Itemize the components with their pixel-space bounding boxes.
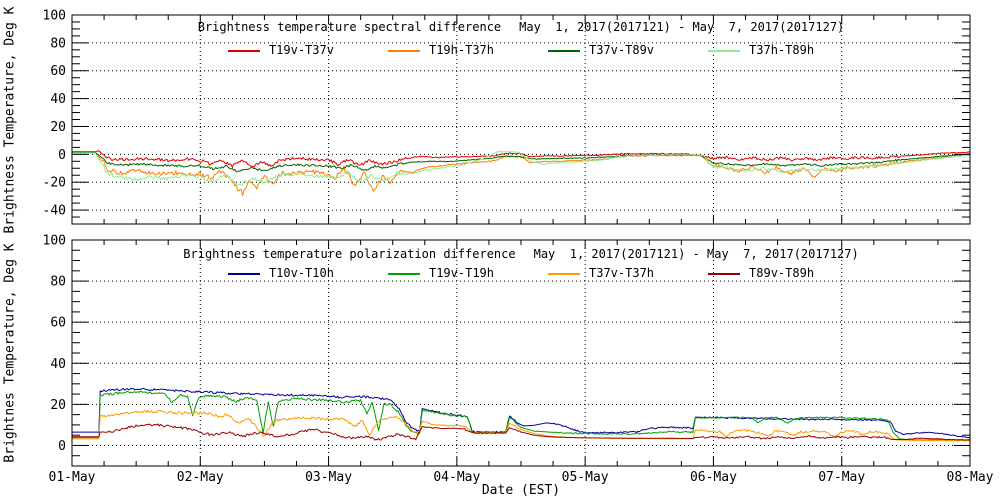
- legend-item-label: T19v-T37v: [268, 43, 334, 57]
- series-line-T10v-T10h: [72, 387, 970, 439]
- legend-line-swatch: [227, 272, 260, 275]
- y-tick-label: 0: [58, 148, 66, 163]
- legend-line-swatch: [708, 272, 741, 275]
- chart2-title-row: Brightness temperature polarization diff…: [72, 247, 970, 261]
- y-tick-label: 40: [50, 92, 66, 107]
- plot-frame: [71, 239, 971, 467]
- x-axis-label: Date (EST): [481, 483, 561, 498]
- chart2-date-range: May 1, 2017(2017121) - May 7, 2017(20171…: [533, 247, 859, 261]
- series-group: [72, 150, 970, 196]
- legend-item: T37h-T89h: [708, 43, 814, 58]
- chart2-title: Brightness temperature polarization diff…: [183, 247, 516, 261]
- legend-item: T19v-T19h: [387, 266, 494, 281]
- legend-item-label: T19h-T37h: [428, 43, 494, 57]
- chart2-y-axis-label: Brightnes Temperature, Deg K: [2, 243, 18, 463]
- y-tick-label: -40: [43, 204, 66, 219]
- legend-line-swatch: [708, 49, 741, 52]
- chart1-title: Brightness temperature spectral differen…: [197, 20, 502, 34]
- series-line-T19v-T37v: [72, 150, 970, 168]
- legend-item-label: T89v-T89h: [749, 266, 815, 280]
- x-tick-label: 04-May: [433, 470, 480, 485]
- y-tick-label: 100: [43, 234, 66, 249]
- chart1-date-range: May 1, 2017(2017121) - May 7, 2017(20171…: [519, 20, 845, 34]
- chart1-title-row: Brightness temperature spectral differen…: [72, 20, 970, 34]
- x-tick-label: 03-May: [305, 470, 352, 485]
- series-line-T89v-T89h: [72, 423, 970, 441]
- chart1-y-axis-label: Brightness Temperature, Deg K: [2, 6, 18, 234]
- y-tick-label: 80: [50, 275, 66, 290]
- y-tick-label: 0: [58, 439, 66, 454]
- plot-frame: [71, 14, 971, 225]
- legend-item: T37v-T89v: [548, 43, 654, 58]
- series-group: [72, 387, 970, 442]
- series-line-T37v-T89v: [72, 151, 970, 173]
- x-tick-label: 05-May: [562, 470, 609, 485]
- series-line-T19v-T19h: [72, 390, 970, 441]
- legend-line-swatch: [387, 272, 420, 275]
- x-tick-label: 06-May: [690, 470, 737, 485]
- series-line-T19h-T37h: [72, 152, 970, 196]
- legend-item-label: T10v-T10h: [268, 266, 334, 280]
- legend-item-label: T37v-T89v: [589, 43, 655, 57]
- legend-item: T37v-T37h: [548, 266, 654, 281]
- y-tick-label: 20: [50, 398, 66, 413]
- x-tick-label: 08-May: [947, 470, 994, 485]
- series-line-T37h-T89h: [72, 151, 970, 187]
- y-tick-label: 80: [50, 36, 66, 51]
- legend-item: T19h-T37h: [387, 43, 494, 58]
- legend-item: T89v-T89h: [708, 266, 814, 281]
- y-tick-label: 100: [43, 9, 66, 24]
- legend-line-swatch: [227, 49, 260, 52]
- series-line-T37v-T37h: [72, 409, 970, 442]
- x-tick-label: 01-May: [49, 470, 96, 485]
- y-tick-label: 40: [50, 357, 66, 372]
- chart2-legend: T10v-T10h T19v-T19h T37v-T37h T89v-T89h: [72, 266, 970, 281]
- legend-item: T19v-T37v: [227, 43, 334, 58]
- legend-line-swatch: [548, 49, 580, 52]
- legend-item-label: T37v-T37h: [589, 266, 655, 280]
- y-tick-label: 20: [50, 120, 66, 135]
- legend-item: T10v-T10h: [227, 266, 334, 281]
- y-tick-label: -20: [43, 176, 66, 191]
- legend-line-swatch: [387, 49, 420, 52]
- legend-line-swatch: [548, 272, 580, 275]
- x-tick-label: 07-May: [818, 470, 865, 485]
- legend-item-label: T19v-T19h: [428, 266, 494, 280]
- y-tick-label: 60: [50, 64, 66, 79]
- x-tick-label: 02-May: [177, 470, 224, 485]
- legend-item-label: T37h-T89h: [749, 43, 815, 57]
- chart1-legend: T19v-T37v T19h-T37h T37v-T89v T37h-T89h: [72, 43, 970, 58]
- y-tick-label: 60: [50, 316, 66, 331]
